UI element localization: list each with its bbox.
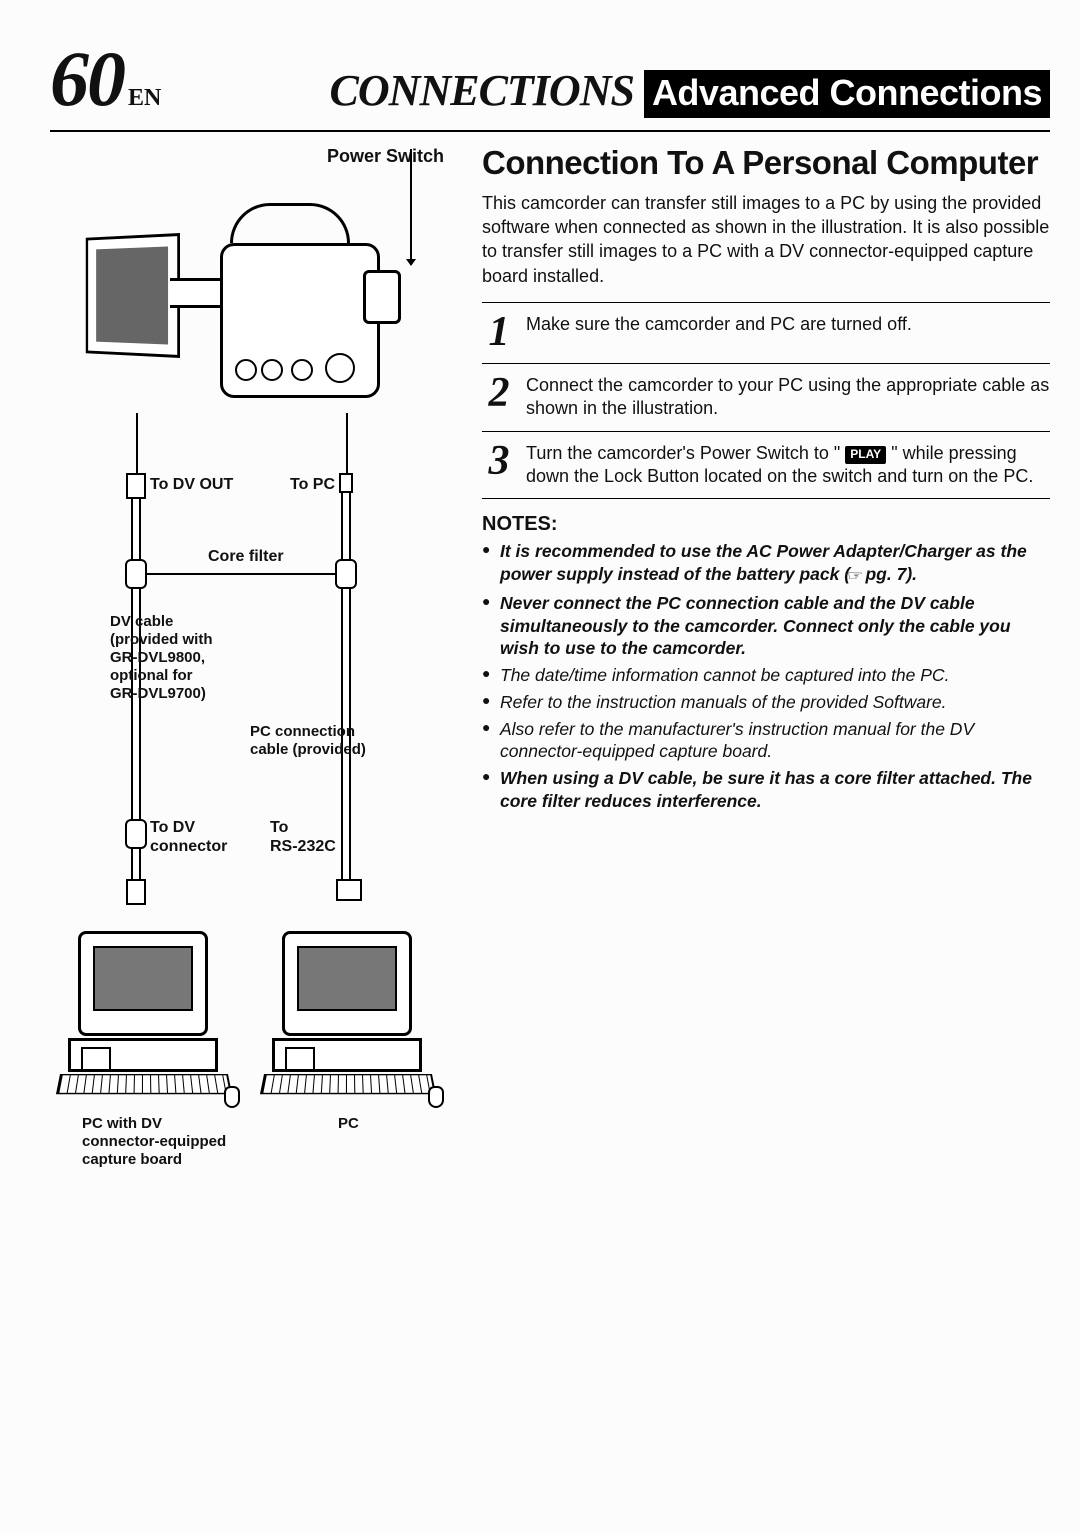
notes-title: NOTES: <box>482 513 1050 536</box>
note-text: Also refer to the manufacturer's instruc… <box>500 719 974 762</box>
camcorder-lcd <box>86 233 180 358</box>
camcorder-lens <box>363 270 401 324</box>
camcorder-hinge <box>170 278 220 308</box>
camcorder-illustration <box>80 203 410 443</box>
label-pc-right: PC <box>338 1115 359 1133</box>
core-filter-left-bottom <box>125 819 147 849</box>
core-filter-left <box>125 559 147 589</box>
note-text: Refer to the instruction manuals of the … <box>500 692 947 712</box>
camcorder-knob <box>235 359 257 381</box>
pc-standard <box>272 931 422 1104</box>
cable-area: To DV OUT To PC Core filter DV cable (pr… <box>50 473 450 933</box>
label-pc-left: PC with DV connector-equipped capture bo… <box>82 1115 226 1169</box>
pc-with-dv-board <box>68 931 218 1104</box>
step-1: 1 Make sure the camcorder and PC are tur… <box>482 302 1050 363</box>
step-2: 2 Connect the camcorder to your PC using… <box>482 363 1050 431</box>
step-text: Turn the camcorder's Power Switch to " P… <box>526 440 1050 489</box>
label-pc-cable: PC connection cable (provided) <box>250 723 366 759</box>
crt-monitor <box>78 931 208 1036</box>
dv-plug-top <box>126 473 146 499</box>
section-bar: Advanced Connections <box>644 70 1050 118</box>
note-item: Refer to the instruction manuals of the … <box>482 691 1050 714</box>
note-item: Never connect the PC connection cable an… <box>482 592 1050 660</box>
step-text: Make sure the camcorder and PC are turne… <box>526 311 912 353</box>
label-to-dv-connector: To DV connector <box>150 818 227 856</box>
label-core-filter: Core filter <box>208 547 284 566</box>
leader-dv-out <box>136 413 138 473</box>
step-text: Connect the camcorder to your PC using t… <box>526 372 1050 421</box>
dv-cable-seg <box>131 849 141 879</box>
step-number: 1 <box>482 311 516 353</box>
text-column: Connection To A Personal Computer This c… <box>482 146 1050 1093</box>
note-item: When using a DV cable, be sure it has a … <box>482 767 1050 813</box>
keyboard <box>260 1074 436 1094</box>
note-text: The date/time information cannot be capt… <box>500 665 949 685</box>
step-number: 2 <box>482 372 516 421</box>
header-rule <box>50 130 1050 132</box>
camcorder-controls <box>235 353 365 389</box>
camcorder-knob <box>261 359 283 381</box>
step-3: 3 Turn the camcorder's Power Switch to "… <box>482 431 1050 500</box>
crt-monitor <box>282 931 412 1036</box>
section-emphatic: CONNECTIONS <box>330 65 634 116</box>
note-item: The date/time information cannot be capt… <box>482 664 1050 687</box>
pc-plug-top <box>339 473 353 493</box>
label-to-dv-out: To DV OUT <box>150 475 233 494</box>
power-switch-label: Power Switch <box>50 146 450 167</box>
two-column-layout: Power Switch <box>50 146 1050 1093</box>
page-header: 60EN CONNECTIONS Advanced Connections <box>50 40 1050 118</box>
connection-diagram: To DV OUT To PC Core filter DV cable (pr… <box>50 173 450 1093</box>
dv-plug-bottom <box>126 879 146 905</box>
leader-power-switch <box>410 149 412 259</box>
page-language: EN <box>128 85 161 111</box>
intro-paragraph: This camcorder can transfer still images… <box>482 191 1050 288</box>
camcorder-dial <box>325 353 355 383</box>
page-number-value: 60 <box>50 35 124 122</box>
pc-tower <box>272 1038 422 1072</box>
label-to-rs232c: To RS-232C <box>270 818 336 856</box>
keyboard <box>56 1074 232 1094</box>
camcorder-strap <box>230 203 350 243</box>
rs232c-plug <box>336 879 362 901</box>
mouse-icon <box>428 1086 444 1108</box>
note-item: It is recommended to use the AC Power Ad… <box>482 540 1050 588</box>
mouse-icon <box>224 1086 240 1108</box>
diagram-column: Power Switch <box>50 146 450 1093</box>
pc-cable-seg <box>341 493 351 559</box>
label-to-pc: To PC <box>290 475 335 494</box>
core-filter-right <box>335 559 357 589</box>
pc-tower <box>68 1038 218 1072</box>
play-badge: PLAY <box>845 446 886 465</box>
camcorder-knob <box>291 359 313 381</box>
dv-cable-seg <box>131 499 141 559</box>
subsection-title: Connection To A Personal Computer <box>482 146 1050 181</box>
notes-list: It is recommended to use the AC Power Ad… <box>482 540 1050 812</box>
core-filter-leader <box>147 573 335 575</box>
step-number: 3 <box>482 440 516 489</box>
page-number: 60EN <box>50 40 161 118</box>
label-dv-cable: DV cable (provided with GR-DVL9800, opti… <box>110 613 213 703</box>
note-text: It is recommended to use the AC Power Ad… <box>500 541 1027 584</box>
section-title: CONNECTIONS Advanced Connections <box>330 65 1050 118</box>
note-item: Also refer to the manufacturer's instruc… <box>482 718 1050 764</box>
steps-list: 1 Make sure the camcorder and PC are tur… <box>482 302 1050 500</box>
note-text: When using a DV cable, be sure it has a … <box>500 768 1032 811</box>
leader-to-pc <box>346 413 348 473</box>
note-text: Never connect the PC connection cable an… <box>500 593 1011 659</box>
